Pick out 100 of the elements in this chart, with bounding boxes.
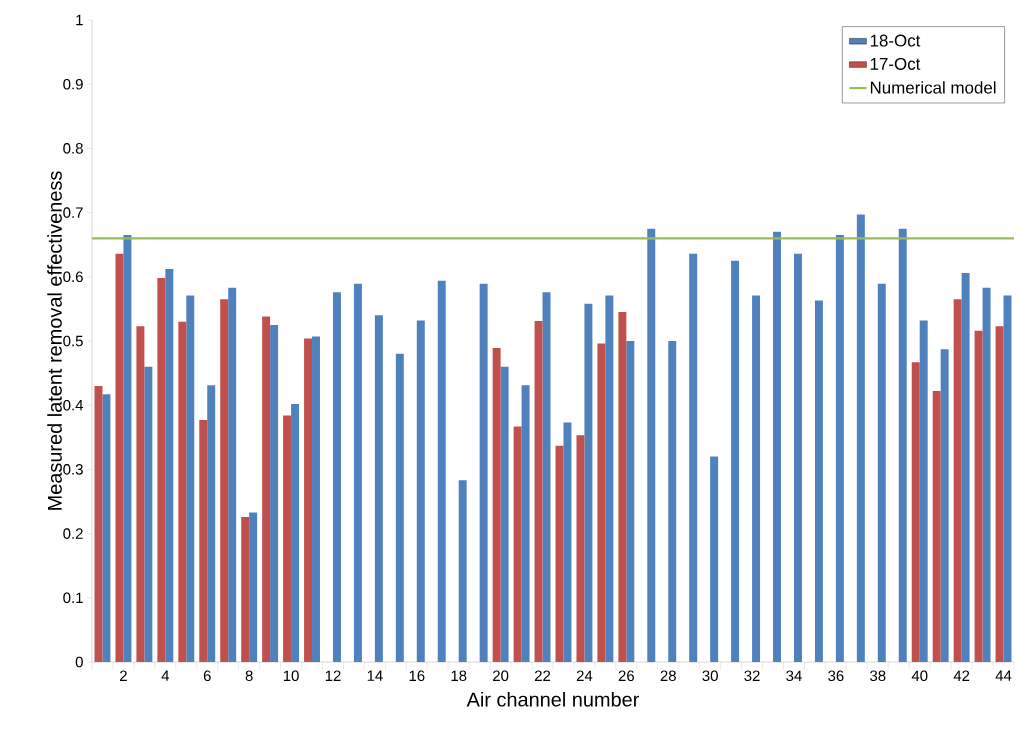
x-tick-label: 28	[660, 670, 676, 682]
bar	[626, 341, 635, 662]
x-tick-label: 8	[245, 670, 253, 682]
y-tick-label: 0.5	[63, 335, 83, 347]
bar	[877, 283, 886, 662]
y-tick-label: 0.2	[63, 528, 83, 539]
bar	[102, 394, 111, 662]
legend-label: 17-Oct	[870, 57, 921, 70]
bar	[228, 287, 237, 662]
bar	[995, 326, 1004, 662]
x-tick-label: 26	[618, 670, 634, 682]
x-tick-label: 36	[828, 670, 844, 682]
bar	[814, 300, 823, 662]
bar	[752, 295, 761, 662]
bar	[374, 315, 383, 662]
bar	[186, 295, 195, 662]
y-tick-label: 0.3	[63, 464, 83, 475]
bar	[199, 419, 208, 662]
x-tick-label: 34	[786, 670, 802, 682]
bar	[207, 385, 216, 662]
bar	[689, 253, 698, 662]
x-tick-label: 42	[953, 670, 970, 681]
x-tick-label: 32	[744, 670, 760, 682]
bar	[165, 269, 174, 662]
y-tick-label: 0.4	[63, 399, 84, 411]
x-axis-title: Air channel number	[466, 691, 640, 707]
x-tick-label: 6	[203, 670, 211, 682]
bar	[932, 391, 941, 662]
x-tick-label: 10	[283, 670, 299, 682]
bar	[437, 280, 446, 662]
bar	[773, 231, 781, 662]
bar	[270, 324, 279, 662]
bar	[576, 435, 585, 662]
x-tick-label: 14	[367, 670, 383, 681]
bar	[500, 366, 509, 662]
bar	[647, 228, 656, 662]
x-tick-label: 24	[576, 670, 593, 681]
bar	[144, 366, 153, 662]
x-tick-label: 12	[325, 670, 341, 681]
bar	[291, 403, 300, 662]
y-tick-label: 0.7	[63, 207, 83, 218]
legend-label: 18-Oct	[870, 34, 921, 47]
bar	[249, 512, 258, 662]
bar	[304, 338, 313, 662]
bar	[563, 422, 572, 662]
bar	[856, 214, 865, 662]
bar	[974, 330, 983, 662]
x-tick-label: 18	[451, 670, 467, 682]
bar	[492, 348, 501, 662]
bar	[220, 299, 229, 662]
y-tick-label: 1	[76, 14, 83, 26]
bar	[312, 336, 320, 662]
bar	[115, 253, 124, 662]
bar	[731, 260, 740, 662]
x-tick-label: 38	[870, 670, 886, 682]
bar	[668, 341, 677, 662]
bar	[416, 320, 425, 662]
bar	[521, 385, 530, 662]
bar	[710, 456, 719, 662]
x-tick-label: 44	[995, 670, 1012, 681]
y-axis-title: Measured latent removal effectiveness	[47, 171, 62, 510]
x-tick-label: 2	[120, 670, 127, 681]
bar	[953, 299, 962, 662]
bar	[123, 235, 132, 662]
bar	[597, 343, 606, 662]
y-tick-label: 0.8	[63, 143, 83, 154]
legend-label: Numerical model	[870, 81, 996, 94]
bar	[157, 278, 166, 662]
x-tick-label: 20	[493, 670, 509, 682]
y-tick-label: 0	[75, 656, 83, 668]
bar	[241, 516, 250, 662]
x-tick-label: 16	[409, 670, 425, 682]
bar	[618, 312, 627, 662]
bar	[513, 426, 522, 662]
bar	[262, 316, 271, 662]
bar	[898, 228, 907, 662]
x-tick-label: 22	[534, 670, 551, 681]
bar	[982, 287, 991, 662]
bar	[911, 362, 920, 662]
bar	[793, 253, 802, 662]
y-tick-label: 0.6	[63, 271, 83, 283]
bar	[395, 353, 404, 662]
x-tick-label: 30	[702, 670, 718, 682]
bar	[479, 283, 488, 662]
bar	[332, 292, 341, 662]
bar	[605, 295, 614, 662]
bar	[458, 480, 467, 662]
bar	[136, 326, 145, 662]
bar	[919, 320, 928, 662]
bar	[940, 349, 949, 662]
y-tick-label: 0.1	[63, 592, 83, 604]
bar	[961, 272, 970, 662]
x-tick-label: 40	[911, 670, 928, 682]
bar	[283, 415, 292, 662]
bar	[353, 283, 362, 662]
bar	[178, 321, 187, 662]
bar	[835, 235, 844, 662]
bar	[534, 321, 543, 662]
x-tick-label: 4	[161, 670, 170, 681]
bar	[584, 303, 593, 662]
